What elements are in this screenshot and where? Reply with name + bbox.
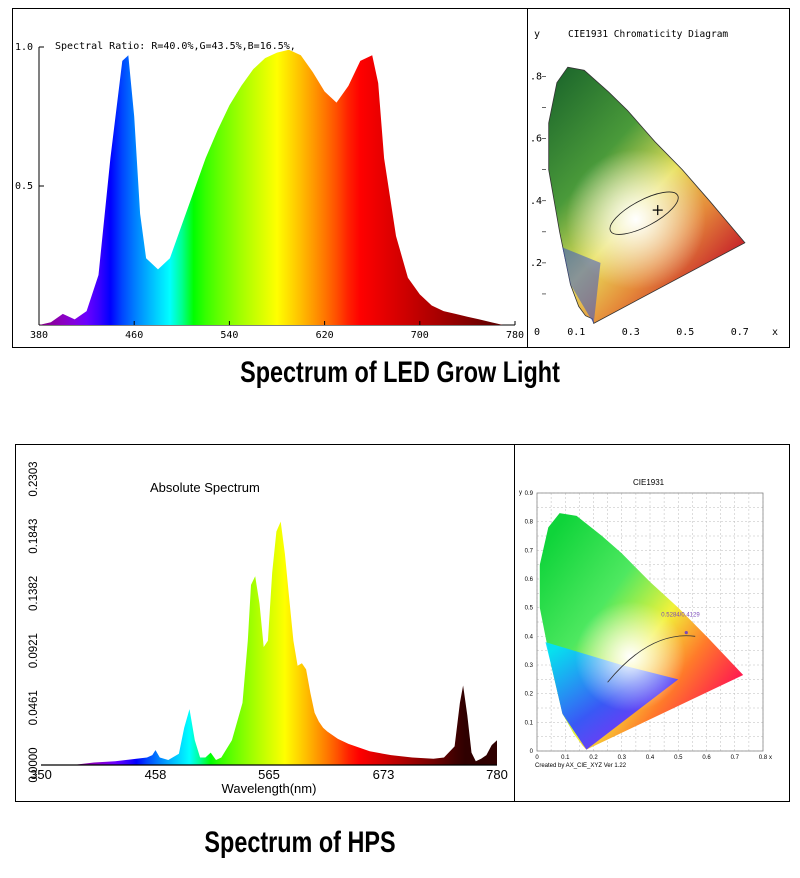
y-tick-label: .4 [530,196,542,207]
led-spectrum-area [39,49,515,326]
x-tick-label: 350 [30,767,52,782]
chromaticity-point-label: 0.5284/0.4129 [661,612,700,618]
hps-spectrum-area [41,521,497,765]
y-tick-label: 0.4 [525,634,534,640]
x-tick-label: 460 [125,330,143,341]
plot-frame [536,492,764,752]
y-tick-label: .6 [530,134,542,145]
x-tick-label: 0.3 [622,327,640,338]
led-caption: Spectrum of LED Grow Light [240,356,560,389]
cie-blue-region [562,247,601,324]
x-tick-label: 0.8 [759,755,768,761]
x-tick-label: 565 [258,767,280,782]
y-tick-label: 0.0000 [28,747,40,782]
hps-spectrum-chart: 0.0000 0.0461 0.0921 0.1382 0.1843 0.2303 350 4… [28,461,508,796]
y-tick-label: .8 [530,72,542,83]
y-tick-label: 0.3 [525,663,534,669]
y-tick-label: 0.6 [525,577,534,583]
x-tick-label: 0.1 [561,755,570,761]
planckian-curve [607,635,696,683]
chromaticity-point [684,631,688,635]
y-tick-label: 0.0461 [28,690,40,725]
hps-spectrum-panel: 0.0000 0.0461 0.0921 0.1382 0.1843 0.2303 350 4… [15,444,515,802]
y-tick-label: 0.0921 [28,633,40,668]
x-tick-label: 380 [30,330,48,341]
y-tick-label: 0.2303 [28,461,40,496]
y-tick-label: 0.5 [15,181,33,192]
led-spectrum-chart: 1.0 0.5 380 460 540 620 700 780 Spectral Ratio: … [15,41,524,341]
y-tick-label: 0.1382 [28,576,40,611]
y-tick-label: 0 [530,749,534,755]
x-tick-label: 0 [534,327,540,338]
x-tick-label: 780 [506,330,524,341]
x-tick-label: 673 [373,767,395,782]
x-axis-label: x [772,327,778,338]
x-tick-label: 540 [220,330,238,341]
spectrum-title: Spectral Ratio: R=40.0%,G=43.5%,B=16.5%, [55,41,296,52]
y-tick-label: 0.1843 [28,519,40,554]
x-axis-label: Wavelength(nm) [222,781,317,796]
y-tick-label: .2 [530,258,542,269]
x-tick-label: 700 [411,330,429,341]
hps-cie-panel: 0.5284/0.4129 CIE1931 y x 0 0.1 0.2 0.3 0.4 0.5 0.… [514,444,790,802]
x-tick-label: 780 [486,767,508,782]
y-tick-label: 0.1 [525,720,534,726]
x-tick-label: 0.6 [702,755,711,761]
y-axis-label: y [519,490,522,496]
y-tick-label: 0.7 [525,548,534,554]
led-spectrum-panel: 1.0 0.5 380 460 540 620 700 780 Spectral Ratio: … [12,8,528,348]
cie-white-region [539,513,744,750]
hps-cie-chart: 0.5284/0.4129 CIE1931 y x 0 0.1 0.2 0.3 0.4 0.5 0.… [519,478,772,769]
x-tick-label: 0 [535,755,539,761]
y-tick-label: 0.5 [525,606,534,612]
cie-title: CIE1931 Chromaticity Diagram [568,29,728,40]
cie-footer: Created by AX_CIE_XYZ Ver 1.22 [535,763,627,769]
y-axis-label: y [534,29,540,40]
x-tick-label: 0.7 [731,755,740,761]
y-tick-label: 0.2 [525,692,534,698]
x-tick-label: 458 [145,767,167,782]
x-tick-label: 0.4 [646,755,655,761]
x-tick-label: 0.1 [567,327,585,338]
cie-white-region [548,67,745,324]
planckian-ellipse [609,191,679,235]
led-cie-panel: CIE1931 Chromaticity Diagram y x 0 0.1 0.3 0.5… [527,8,790,348]
hps-caption: Spectrum of HPS [204,826,396,859]
x-tick-label: 0.5 [676,327,694,338]
spectrum-title: Absolute Spectrum [150,480,260,495]
x-tick-label: 0.3 [618,755,627,761]
x-tick-label: 0.2 [589,755,598,761]
cie-title: CIE1931 [633,478,665,487]
x-tick-label: 0.5 [674,755,683,761]
y-tick-label: 1.0 [15,42,33,53]
y-tick-label: 0.9 [525,491,534,497]
led-cie-chart: CIE1931 Chromaticity Diagram y x 0 0.1 0.3 0.5… [530,29,778,338]
y-tick-label: 0.8 [525,520,534,526]
x-axis-label: x [769,755,772,761]
x-tick-label: 0.7 [731,327,749,338]
x-tick-label: 620 [316,330,334,341]
